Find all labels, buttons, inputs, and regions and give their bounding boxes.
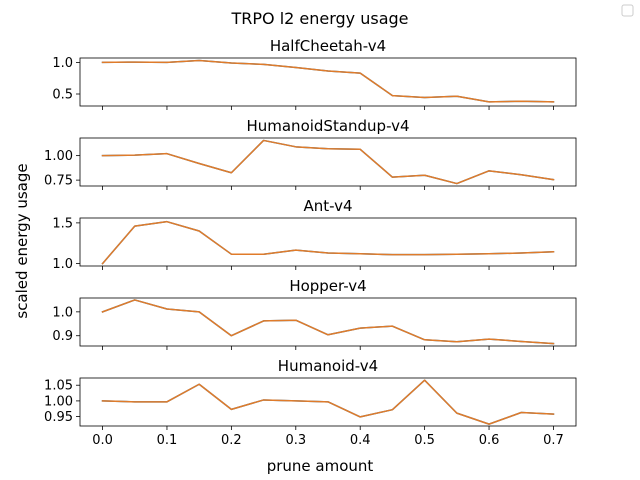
subplot-title: Ant-v4 [303,197,352,215]
subplot-2: HumanoidStandup-v4 0.75 1.00 [44,117,577,190]
x-tick-label: 0.6 [479,433,500,448]
subplot-1: HalfCheetah-v4 0.5 1.0 [52,37,577,110]
subplot-3: Ant-v4 1.0 1.5 [52,197,577,272]
x-tick-label: 0.4 [350,433,371,448]
y-tick-label: 0.5 [52,88,73,103]
series-line-2 [101,299,555,345]
axes-frame [79,377,577,427]
figure-title: TRPO l2 energy usage [230,9,408,28]
axes-frame [79,217,577,267]
axes-frame [79,57,577,107]
y-tick-label: 1.5 [52,216,73,231]
axes-frame [79,137,577,187]
series-line-1 [101,299,555,345]
subplot-title: Humanoid-v4 [278,357,378,375]
series-line-2 [101,379,555,425]
axes-frame [79,297,577,347]
subplot-title: HumanoidStandup-v4 [246,117,409,135]
subplot-5: Humanoid-v4 0.951.001.05 0.0 0.1 0.2 0.3 0.4 0.… [44,357,577,448]
y-tick-label: 1.0 [52,257,73,272]
series-line-1 [101,139,555,185]
x-tick-label: 0.2 [221,433,242,448]
legend-box [621,4,634,17]
y-tick-label: 1.0 [52,56,73,71]
series-line-2 [101,59,555,103]
y-tick-label: 0.95 [44,410,73,425]
x-axis-label: prune amount [267,457,374,475]
series-line-2 [101,220,555,265]
y-tick-label: 1.00 [44,394,73,409]
x-tick-label: 0.7 [543,433,564,448]
subplot-title: HalfCheetah-v4 [270,37,386,55]
y-tick-label: 1.0 [52,305,73,320]
x-tick-label: 0.3 [285,433,306,448]
y-tick-label: 0.75 [44,174,73,189]
series-line-1 [101,59,555,103]
subplot-title: Hopper-v4 [289,277,366,295]
series-line-2 [101,139,555,185]
x-tick-label: 0.0 [92,433,113,448]
subplot-4: Hopper-v4 0.9 1.0 [52,277,577,350]
series-line-1 [101,220,555,265]
x-tick-label: 0.5 [414,433,435,448]
x-tick-label: 0.1 [157,433,178,448]
subplots: HalfCheetah-v4 0.5 1.0 HumanoidStandup-v4 0.… [44,37,577,448]
y-axis-label: scaled energy usage [13,163,31,318]
y-tick-label: 0.9 [52,329,73,344]
y-tick-label: 1.00 [44,149,73,164]
y-tick-label: 1.05 [44,379,73,394]
